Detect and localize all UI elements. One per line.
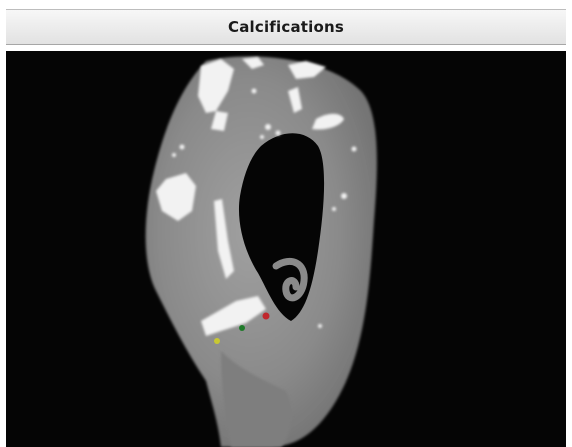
- red-marker: [262, 312, 270, 320]
- panel-title: Calcifications: [227, 18, 344, 36]
- yellow-marker: [214, 338, 220, 344]
- 3d-vessel-render-icon: [145, 56, 377, 447]
- coronary-spiral: [272, 258, 308, 302]
- descending-aorta-shape: [221, 351, 292, 447]
- green-marker: [239, 325, 245, 331]
- panel-title-bar: Calcifications: [6, 9, 566, 45]
- calcification-spots: [156, 57, 357, 336]
- 3d-render-viewport[interactable]: [6, 51, 566, 447]
